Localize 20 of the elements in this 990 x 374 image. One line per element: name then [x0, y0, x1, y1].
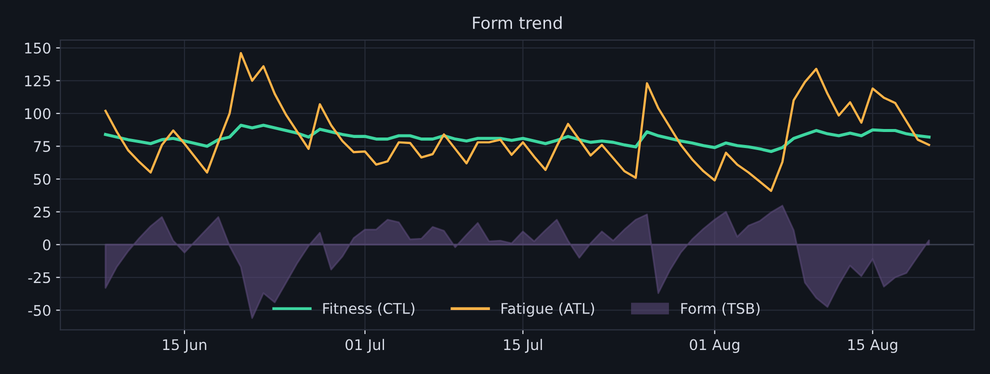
- y-tick-label: -50: [28, 304, 50, 316]
- y-tick-label: 0: [43, 239, 50, 250]
- y-tick-label: 125: [25, 75, 50, 86]
- y-tick-label: 150: [25, 42, 50, 54]
- y-tick-label: 75: [34, 141, 50, 152]
- x-tick-label: 15 Jul: [504, 338, 542, 353]
- y-tick-label: -25: [28, 272, 50, 284]
- chart-title: Form trend: [473, 16, 562, 30]
- y-tick-label: 25: [34, 206, 50, 218]
- legend-label: Fitness (CTL): [323, 302, 414, 316]
- x-tick-label: 01 Jul: [346, 338, 384, 353]
- y-tick-label: 100: [25, 108, 50, 120]
- legend-label: Form (TSB): [681, 302, 760, 316]
- line-series: [104, 124, 931, 154]
- legend-label: Fatigue (ATL): [502, 302, 594, 317]
- line-series: [104, 52, 930, 192]
- y-tick-label: 50: [34, 174, 50, 185]
- x-tick-label: 01 Aug: [690, 339, 740, 354]
- x-tick-label: 15 Aug: [848, 339, 898, 354]
- x-tick-label: 15 Jun: [163, 339, 206, 353]
